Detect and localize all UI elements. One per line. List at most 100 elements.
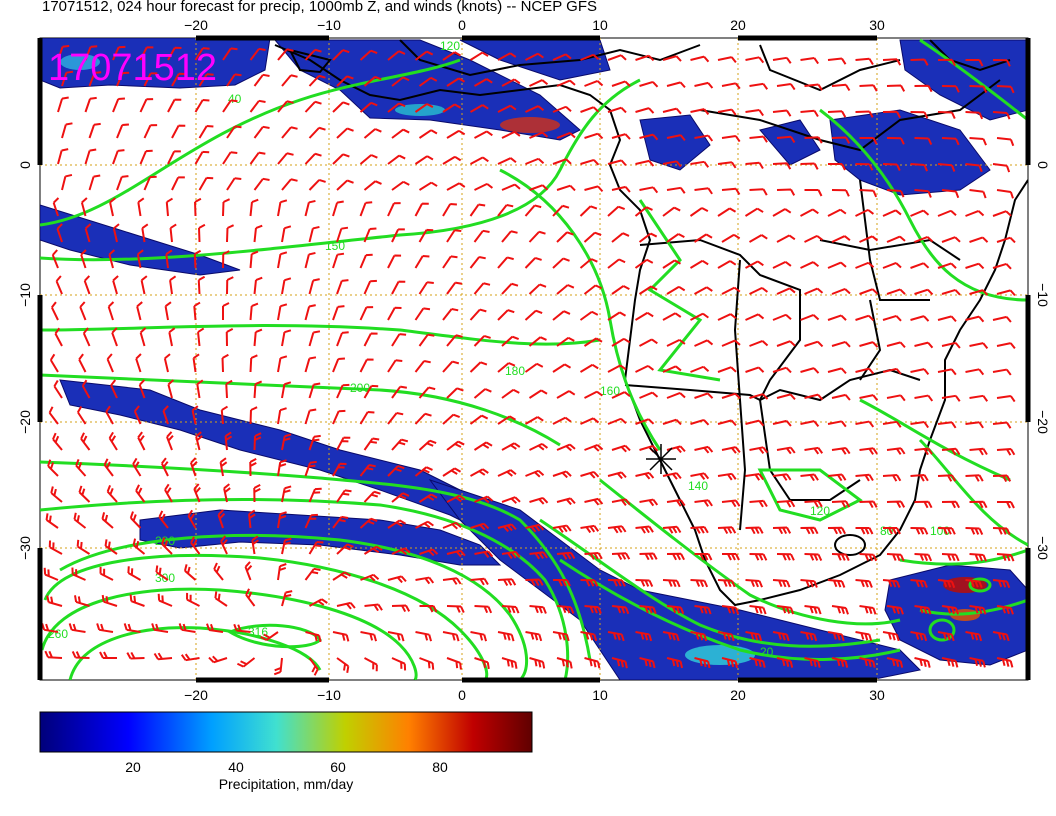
lat-tick-label: 0 — [1035, 161, 1051, 169]
wind-barb — [253, 125, 270, 139]
wind-barb — [749, 499, 768, 508]
wind-barb — [418, 281, 434, 295]
wind-barb — [112, 223, 120, 243]
wind-barb — [84, 148, 97, 165]
wind-barb — [745, 526, 764, 535]
wind-barb — [772, 260, 792, 269]
wind-barb — [694, 657, 711, 669]
wind-barb — [391, 657, 407, 671]
wind-barb — [831, 447, 851, 455]
wind-barb — [831, 657, 849, 668]
wind-barb — [910, 163, 928, 172]
lon-tick-label: −20 — [184, 17, 208, 33]
wind-barb — [99, 566, 114, 581]
lon-tick-label: 30 — [869, 687, 885, 703]
wind-barb — [208, 655, 228, 664]
wind-barb — [281, 178, 298, 191]
wind-barb — [61, 122, 73, 139]
wind-barb — [391, 492, 410, 503]
wind-barb — [552, 524, 572, 533]
wind-barb — [364, 603, 383, 612]
wind-barb — [222, 302, 230, 320]
wind-barb — [359, 463, 376, 477]
wind-barb — [474, 550, 494, 559]
wind-barb — [662, 365, 682, 373]
wind-barb — [579, 258, 598, 269]
wind-barb — [583, 284, 603, 295]
wind-barb — [135, 484, 146, 503]
wind-barb — [721, 233, 741, 243]
wind-barb — [236, 657, 256, 668]
contour-label: 100 — [930, 524, 950, 538]
wind-barb — [305, 631, 322, 643]
wind-barb — [363, 437, 380, 451]
wind-barb — [635, 364, 655, 373]
wind-barb — [855, 208, 875, 217]
wind-barb — [112, 97, 126, 113]
wind-barb — [634, 258, 654, 269]
wind-barb — [253, 484, 261, 503]
wind-barb — [611, 185, 631, 193]
wind-barb — [800, 162, 819, 170]
wind-barb — [886, 235, 906, 243]
wind-barb — [882, 579, 901, 588]
colorbar-ticks: 20 40 60 80 — [125, 759, 448, 775]
wind-barb — [111, 327, 118, 347]
wind-barb — [800, 208, 819, 217]
wind-barb — [141, 223, 149, 243]
wind-barb — [281, 277, 292, 295]
wind-barb — [749, 234, 768, 243]
wind-barb — [937, 368, 957, 376]
wind-barb — [497, 469, 517, 477]
wind-barb — [161, 537, 173, 555]
wind-barb — [193, 301, 201, 321]
wind-barb — [717, 56, 737, 63]
wind-barb — [332, 631, 350, 642]
wind-barb — [281, 537, 292, 555]
wind-barb — [56, 223, 63, 243]
wind-barb — [525, 416, 544, 425]
wind-barb — [800, 57, 819, 65]
wind-barb — [178, 623, 196, 633]
wind-barb — [717, 366, 737, 373]
wind-barb — [414, 255, 430, 269]
wind-barb — [336, 489, 352, 503]
wind-barb — [611, 232, 630, 243]
wind-barb — [336, 226, 349, 243]
wind-barb — [336, 179, 354, 191]
wind-barb — [78, 485, 91, 503]
wind-barb — [800, 261, 820, 269]
lon-tick-label: 10 — [592, 17, 608, 33]
wind-barb — [171, 176, 185, 191]
wind-barb — [662, 525, 682, 534]
wind-barb — [772, 313, 792, 321]
wind-barb — [694, 339, 714, 347]
wind-barb — [116, 71, 130, 87]
wind-barb — [776, 83, 796, 91]
wind-barb — [639, 391, 659, 399]
wind-barb — [332, 409, 346, 425]
wind-barb — [552, 257, 570, 269]
wind-barb — [214, 591, 228, 607]
wind-barb — [827, 420, 847, 428]
wind-barb — [529, 131, 549, 139]
wind-barb — [910, 421, 929, 429]
wind-barb — [54, 327, 63, 347]
wind-barb — [579, 310, 599, 321]
wind-barb — [827, 314, 847, 321]
wind-barb — [580, 631, 598, 642]
wind-barb — [584, 657, 601, 669]
wind-barb — [690, 472, 710, 481]
wind-barb — [694, 286, 713, 295]
wind-barb — [914, 657, 931, 668]
wind-barb — [635, 525, 654, 534]
wind-barb — [442, 413, 461, 425]
wind-barb — [855, 261, 875, 269]
lat-tick-label: −20 — [17, 410, 33, 434]
wind-barb — [71, 650, 90, 659]
wind-barb — [139, 46, 154, 61]
wind-barb — [635, 471, 655, 480]
wind-barb — [418, 228, 434, 243]
wind-barb — [992, 631, 1010, 642]
wind-barb — [304, 152, 322, 165]
